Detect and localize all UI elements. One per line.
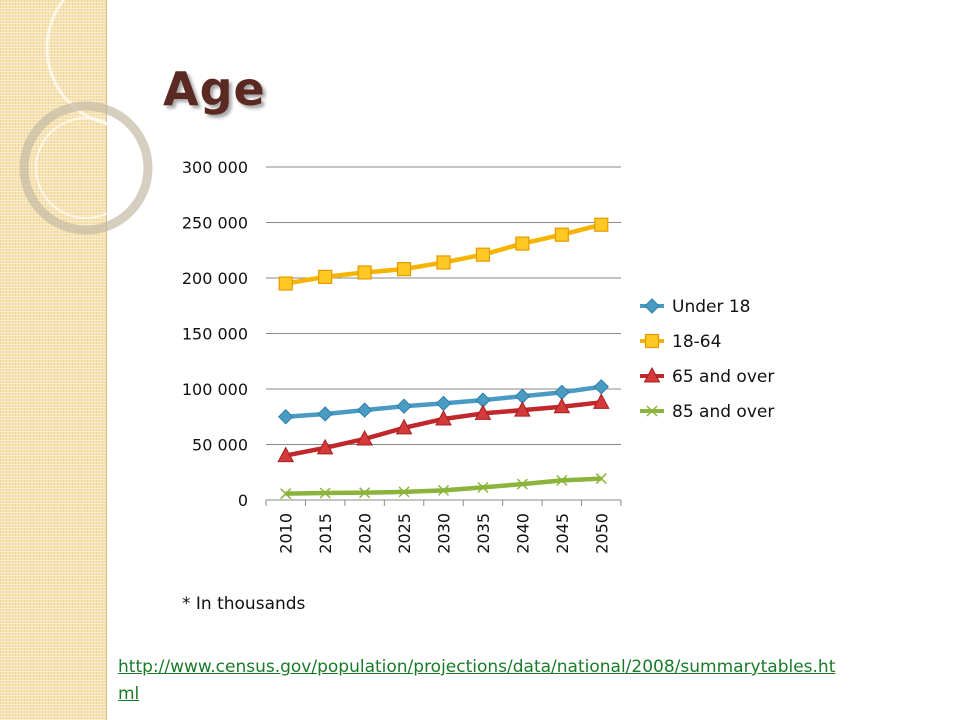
data-point <box>595 473 607 485</box>
data-point <box>514 401 531 417</box>
legend-label: 65 and over <box>672 367 774 387</box>
data-point <box>357 265 372 280</box>
data-point <box>317 406 333 422</box>
data-point <box>516 478 528 490</box>
legend-marker <box>643 366 661 383</box>
x-tick-label: 2010 <box>277 513 296 554</box>
x-tick-label: 2045 <box>553 513 572 554</box>
legend-label: 18-64 <box>672 332 721 352</box>
data-point <box>475 247 491 262</box>
x-tick-label: 2035 <box>474 513 493 554</box>
y-tick-label: 150 000 <box>182 325 248 344</box>
legend-marker <box>644 333 660 349</box>
data-point <box>316 438 334 455</box>
data-point <box>436 255 451 270</box>
data-point <box>554 227 569 242</box>
data-point <box>435 409 452 426</box>
legend-marker <box>644 298 660 314</box>
x-tick-label: 2015 <box>316 513 335 554</box>
series-line-3 <box>285 476 602 496</box>
data-point <box>318 269 333 284</box>
data-point <box>278 276 293 291</box>
data-point <box>556 474 568 486</box>
data-point <box>278 409 294 425</box>
y-tick-label: 0 <box>238 491 248 510</box>
series-line-1 <box>285 222 602 286</box>
side-divider <box>106 0 107 720</box>
decorative-rings <box>19 0 200 235</box>
data-point <box>474 404 492 420</box>
data-point <box>395 418 413 435</box>
x-tick-label: 2025 <box>395 513 414 554</box>
y-tick-label: 250 000 <box>182 214 248 233</box>
y-tick-label: 50 000 <box>192 436 248 455</box>
data-point <box>396 398 412 414</box>
data-point <box>359 487 371 499</box>
data-point <box>280 488 292 500</box>
x-tick-label: 2050 <box>592 513 611 554</box>
y-tick-label: 200 000 <box>182 269 248 288</box>
data-point <box>553 397 571 414</box>
slide-title: Age <box>163 62 266 116</box>
data-point <box>435 395 452 412</box>
footnote: * In thousands <box>182 594 306 614</box>
source-link[interactable]: http://www.census.gov/population/project… <box>118 657 836 704</box>
data-point <box>594 217 609 232</box>
x-tick-label: 2020 <box>356 513 375 554</box>
data-point <box>398 486 410 498</box>
data-point <box>319 487 331 499</box>
legend-label: 85 and over <box>672 402 774 422</box>
data-point <box>277 446 295 463</box>
x-tick-label: 2030 <box>435 513 454 554</box>
data-point <box>515 236 530 251</box>
data-point <box>592 393 610 409</box>
x-tick-label: 2040 <box>513 513 532 554</box>
data-point <box>437 484 450 496</box>
data-point <box>356 429 373 446</box>
legend-label: Under 18 <box>672 297 751 317</box>
data-point <box>593 379 609 395</box>
data-point <box>396 262 412 277</box>
y-tick-label: 300 000 <box>182 158 248 177</box>
data-point <box>356 402 373 418</box>
data-point <box>477 481 489 493</box>
data-point <box>554 384 570 401</box>
legend-marker <box>646 405 658 417</box>
y-tick-label: 100 000 <box>182 380 248 399</box>
